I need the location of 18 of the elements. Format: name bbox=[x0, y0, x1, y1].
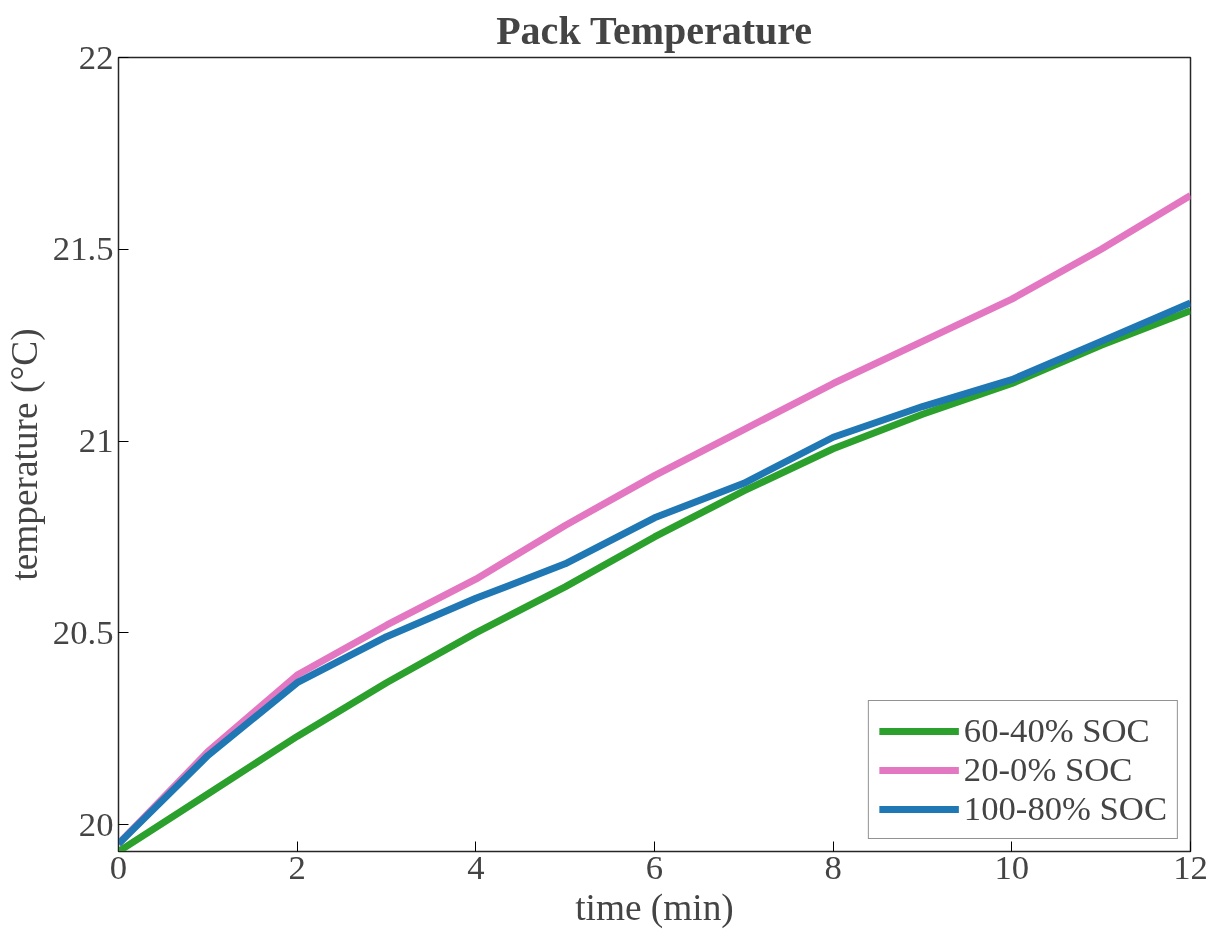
y-tick-label: 22 bbox=[78, 37, 114, 76]
legend-label: 20-0% SOC bbox=[963, 750, 1133, 789]
chart-title: Pack Temperature bbox=[496, 7, 813, 53]
legend-label: 100-80% SOC bbox=[963, 789, 1167, 828]
x-tick-label: 8 bbox=[824, 847, 842, 886]
y-axis-title: temperature (°C) bbox=[3, 328, 46, 581]
y-tick-label: 21 bbox=[78, 421, 114, 460]
x-tick-label: 6 bbox=[645, 847, 664, 886]
x-tick-label: 4 bbox=[467, 847, 485, 886]
legend-label: 60-40% SOC bbox=[963, 711, 1150, 750]
y-tick-label: 20 bbox=[78, 804, 114, 843]
y-tick-label: 20.5 bbox=[52, 612, 114, 651]
x-tick-label: 2 bbox=[288, 847, 306, 886]
x-tick-label: 12 bbox=[1173, 847, 1208, 886]
x-tick-label: 0 bbox=[109, 847, 128, 886]
x-tick-label: 10 bbox=[994, 847, 1030, 886]
y-tick-label: 21.5 bbox=[52, 229, 114, 268]
x-axis-title: time (min) bbox=[575, 886, 734, 929]
